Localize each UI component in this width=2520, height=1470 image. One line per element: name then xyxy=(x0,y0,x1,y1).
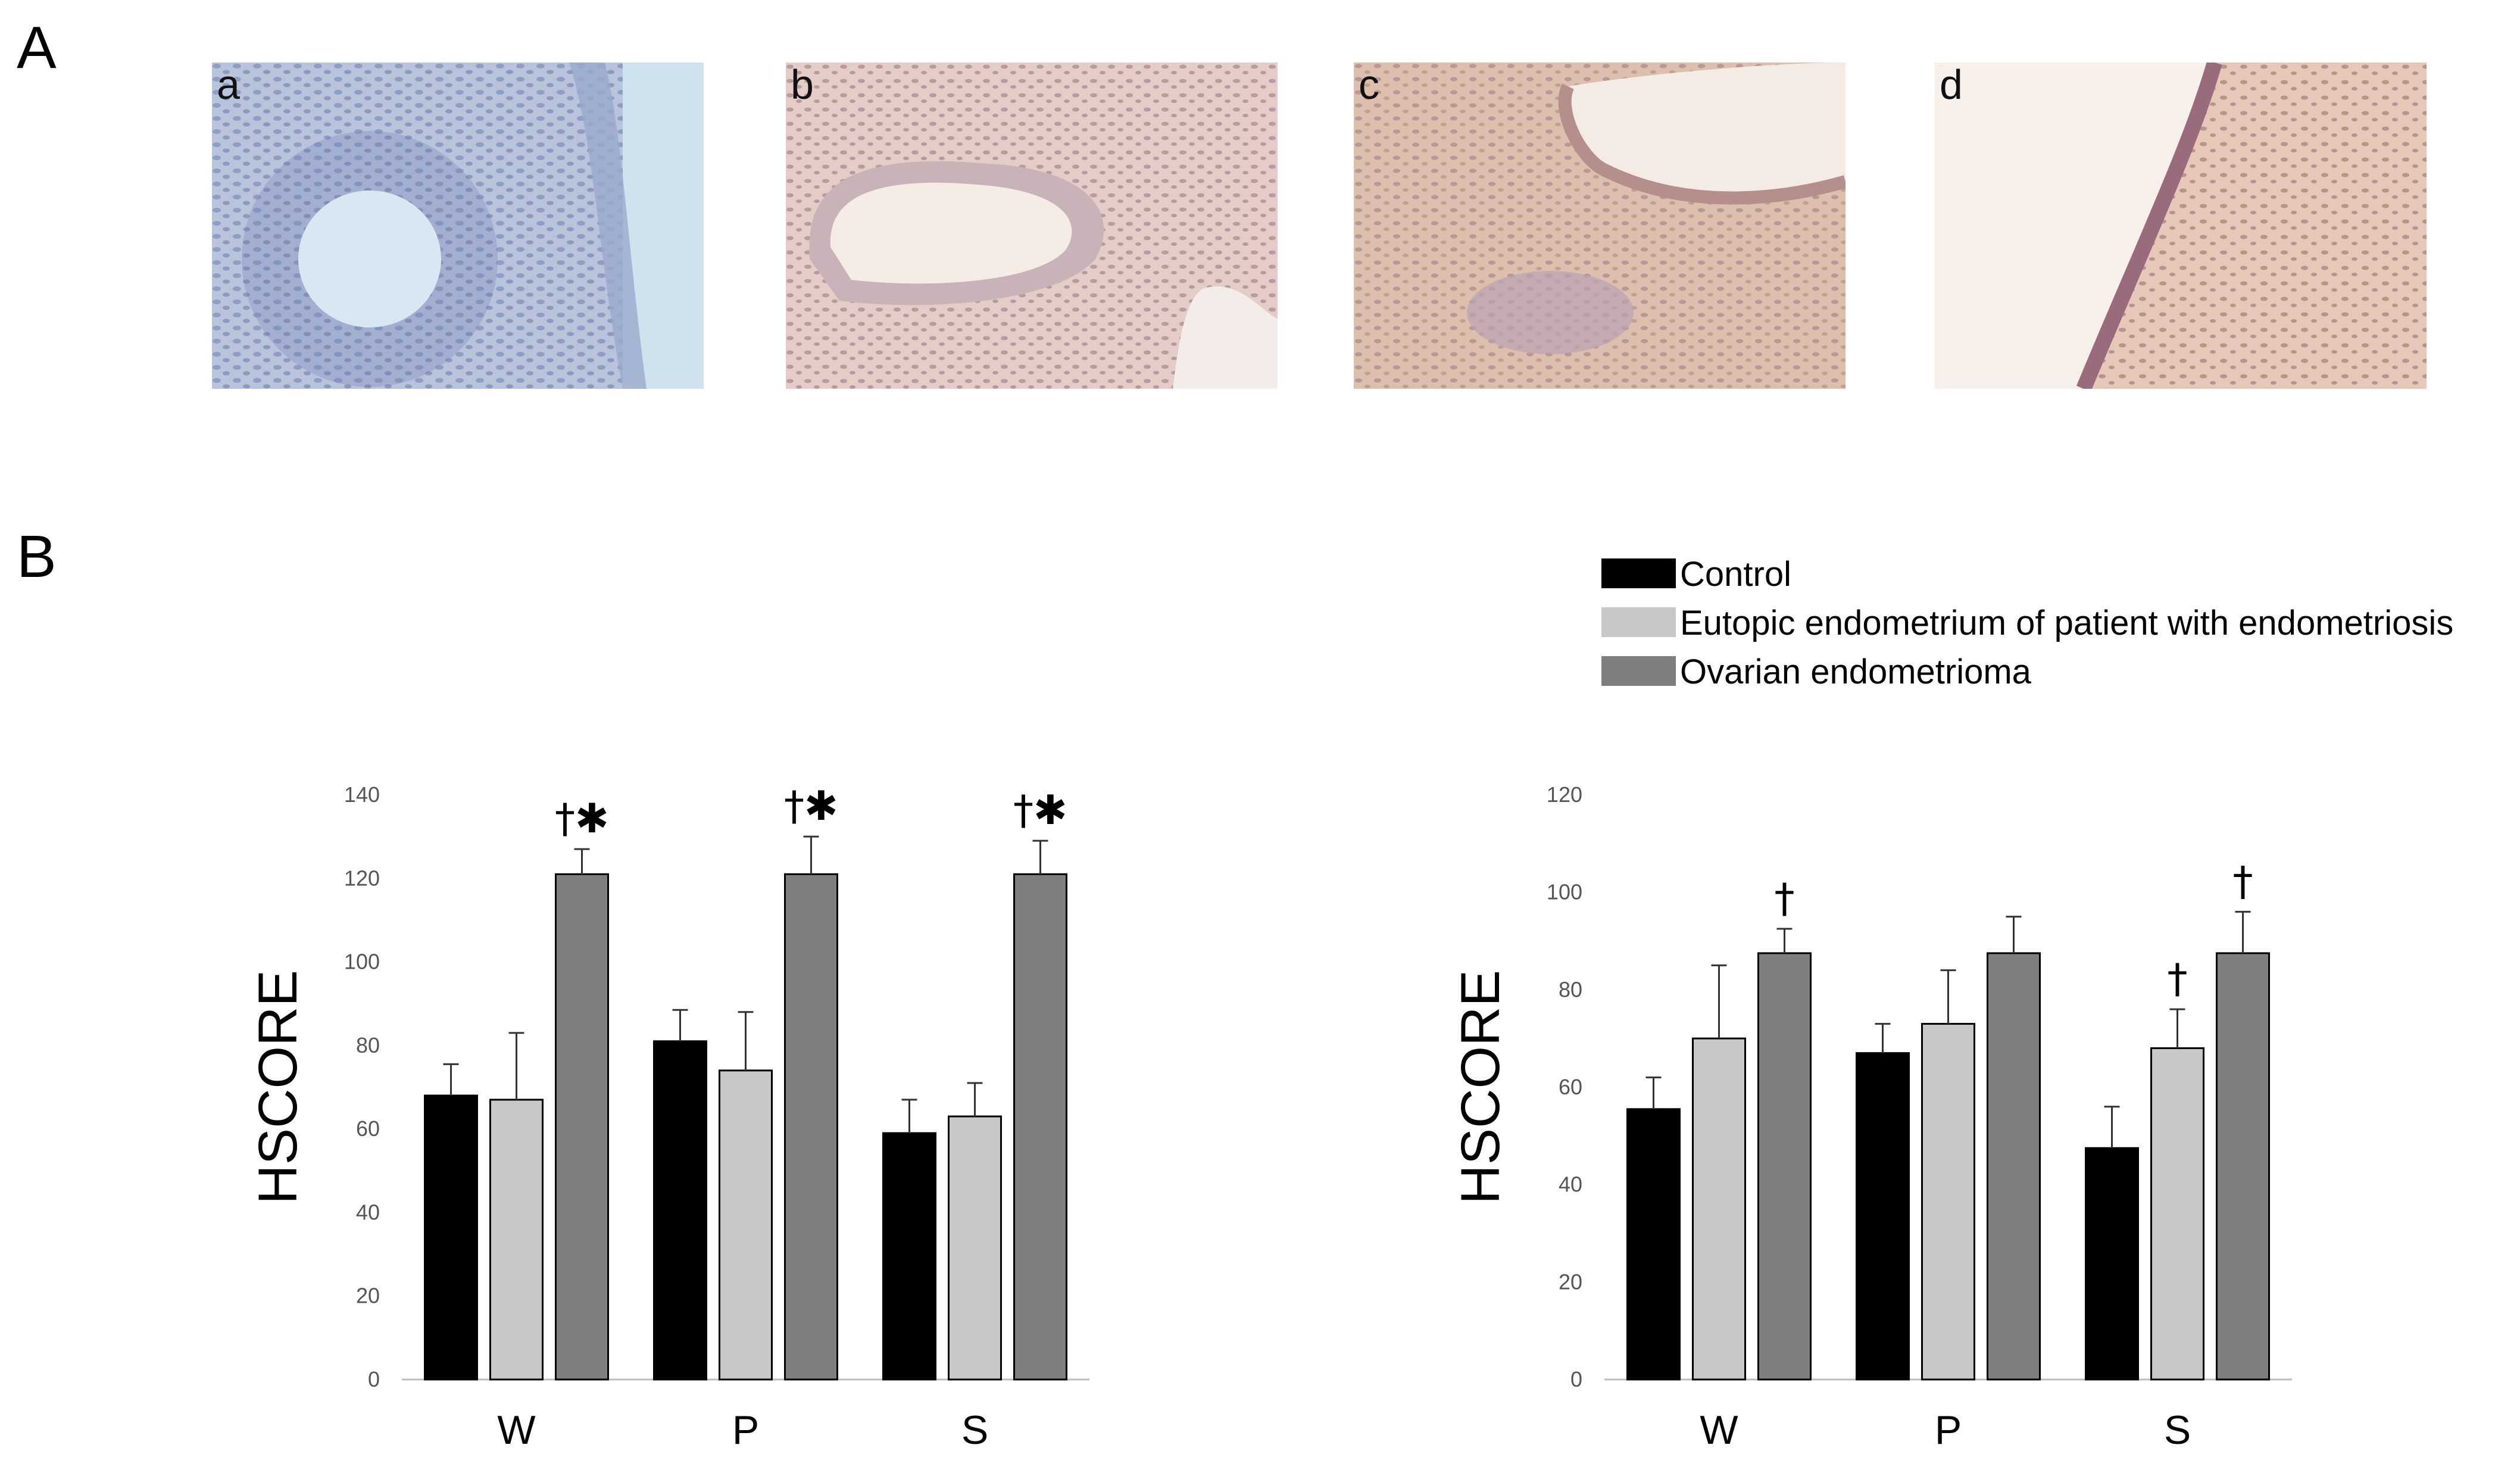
x-tick-label: S xyxy=(2164,1407,2191,1453)
bar xyxy=(1757,952,1812,1381)
y-tick-label: 80 xyxy=(1559,977,1582,1001)
legend-label: Eutopic endometrium of patient with endo… xyxy=(1680,604,2454,642)
legend-swatch xyxy=(1601,656,1676,686)
y-tick-label: 60 xyxy=(1559,1075,1582,1099)
micrograph-label: a xyxy=(217,63,240,108)
x-tick-label: S xyxy=(961,1407,988,1453)
x-tick-label: W xyxy=(497,1407,535,1453)
bar xyxy=(719,1069,773,1381)
y-tick-label: 100 xyxy=(1547,880,1582,904)
bar xyxy=(2150,1047,2204,1381)
bar xyxy=(882,1132,936,1381)
bar xyxy=(784,873,838,1381)
y-tick-label: 100 xyxy=(344,950,380,974)
panel-label-b: B xyxy=(17,523,57,590)
micrograph-b: b xyxy=(786,63,1278,389)
micrograph-label: c xyxy=(1359,63,1379,108)
micrograph-label: d xyxy=(1940,63,1963,108)
chart-left-svg: HSCORE 0 20 40 60 80 100 120 140 W P S †✱ †✱ †✱ xyxy=(248,782,1089,1453)
bar xyxy=(2216,952,2270,1381)
bar xyxy=(1692,1037,1746,1381)
legend-swatch xyxy=(1601,607,1676,637)
significance-marker: † xyxy=(1775,875,1795,922)
significance-marker: †✱ xyxy=(784,783,838,830)
y-tick-label: 0 xyxy=(1570,1367,1582,1391)
x-tick-label: W xyxy=(1700,1407,1738,1453)
y-tick-label: 140 xyxy=(344,782,380,807)
y-tick-label: 120 xyxy=(1547,782,1582,807)
bar xyxy=(489,1098,544,1381)
y-tick-label: 80 xyxy=(356,1033,380,1057)
chart-right-svg: HSCORE 0 20 40 60 80 100 120 W P S † † † xyxy=(1450,782,2292,1453)
bar xyxy=(1987,952,2041,1381)
y-tick-label: 40 xyxy=(356,1200,380,1224)
bar xyxy=(1921,1023,1975,1381)
panel-label-a: A xyxy=(17,14,57,81)
x-tick-label: P xyxy=(732,1407,759,1453)
y-tick-label: 20 xyxy=(1559,1269,1582,1294)
significance-marker: †✱ xyxy=(1013,787,1067,834)
bar xyxy=(1626,1108,1681,1381)
y-tick-label: 40 xyxy=(1559,1172,1582,1197)
legend-label: Ovarian endometrioma xyxy=(1680,653,2031,691)
chart-left: HSCORE 0 20 40 60 80 100 120 140 W P S †✱ †✱ †✱ xyxy=(226,744,1089,1470)
y-axis-label: HSCORE xyxy=(248,970,308,1204)
significance-marker: † xyxy=(2233,858,2253,905)
y-tick-label: 0 xyxy=(368,1367,380,1391)
bar xyxy=(424,1094,478,1381)
bar xyxy=(948,1115,1002,1381)
x-tick-label: P xyxy=(1935,1407,1962,1453)
bar xyxy=(1856,1052,1910,1381)
bar xyxy=(2085,1147,2139,1381)
bar xyxy=(653,1040,707,1381)
y-tick-label: 20 xyxy=(356,1284,380,1308)
bar xyxy=(555,873,609,1381)
bar xyxy=(1013,873,1067,1381)
micrograph-a: a xyxy=(212,63,704,389)
y-axis-label: HSCORE xyxy=(1450,970,1511,1204)
chart-right: HSCORE 0 20 40 60 80 100 120 W P S † † † xyxy=(1429,744,2292,1470)
y-tick-label: 120 xyxy=(344,866,380,890)
micrograph-d: d xyxy=(1935,63,2427,389)
micrograph-c: c xyxy=(1354,63,1845,389)
significance-marker: †✱ xyxy=(555,795,609,842)
significance-marker: † xyxy=(2168,956,2188,1003)
legend-label: Control xyxy=(1680,555,1791,594)
legend-swatch xyxy=(1601,558,1676,588)
y-tick-label: 60 xyxy=(356,1116,380,1141)
micrograph-label: b xyxy=(791,63,814,108)
